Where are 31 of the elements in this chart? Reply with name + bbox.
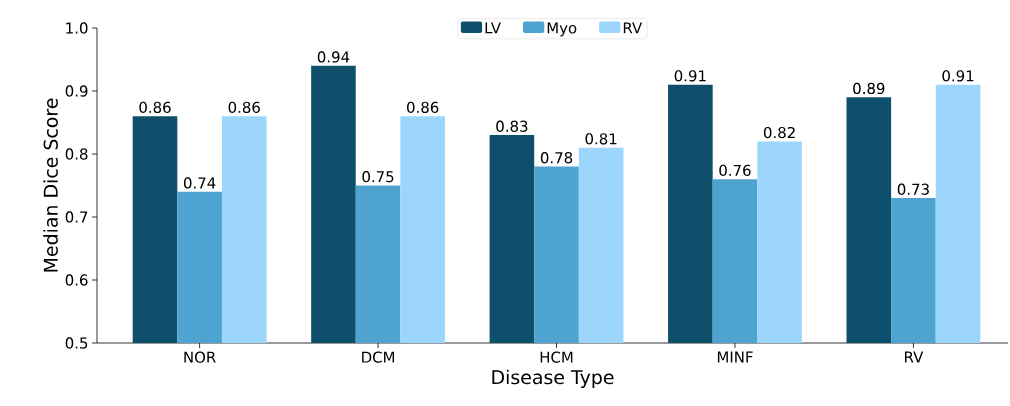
data-label: 0.75 [362, 171, 394, 183]
x-tick-label: HCM [540, 351, 573, 363]
data-label: 0.86 [139, 101, 171, 114]
y-tick-label: 1.0 [66, 22, 88, 34]
x-tick-label: MINF [717, 351, 753, 363]
y-tick-label: 0.7 [65, 211, 88, 223]
x-tick-label: RV [905, 351, 924, 363]
legend-label: Myo [547, 22, 577, 37]
y-tick-label: 0.9 [65, 85, 88, 97]
x-axis-title: Disease Type [492, 369, 614, 388]
data-label: 0.83 [496, 120, 528, 132]
y-axis-title: Median Dice Score [43, 98, 58, 272]
data-label: 0.91 [942, 70, 974, 82]
data-label: 0.78 [540, 152, 573, 164]
data-label: 0.76 [719, 164, 751, 177]
legend-label: LV [485, 22, 501, 34]
data-label: 0.86 [407, 101, 439, 114]
data-label: 0.73 [897, 183, 929, 195]
data-label: 0.86 [228, 101, 260, 114]
data-label: 0.91 [674, 70, 706, 82]
legend-label: RV [623, 22, 643, 34]
y-tick-label: 0.5 [65, 337, 88, 349]
y-tick-label: 0.8 [65, 148, 88, 160]
data-label: 0.89 [853, 82, 885, 95]
x-tick-label: DCM [362, 351, 395, 363]
x-tick-label: NOR [184, 351, 216, 363]
y-tick-label: 0.6 [65, 274, 88, 286]
data-label: 0.94 [317, 51, 350, 63]
data-label: 0.81 [585, 133, 617, 145]
data-label: 0.74 [183, 177, 216, 189]
data-label: 0.82 [763, 126, 795, 139]
